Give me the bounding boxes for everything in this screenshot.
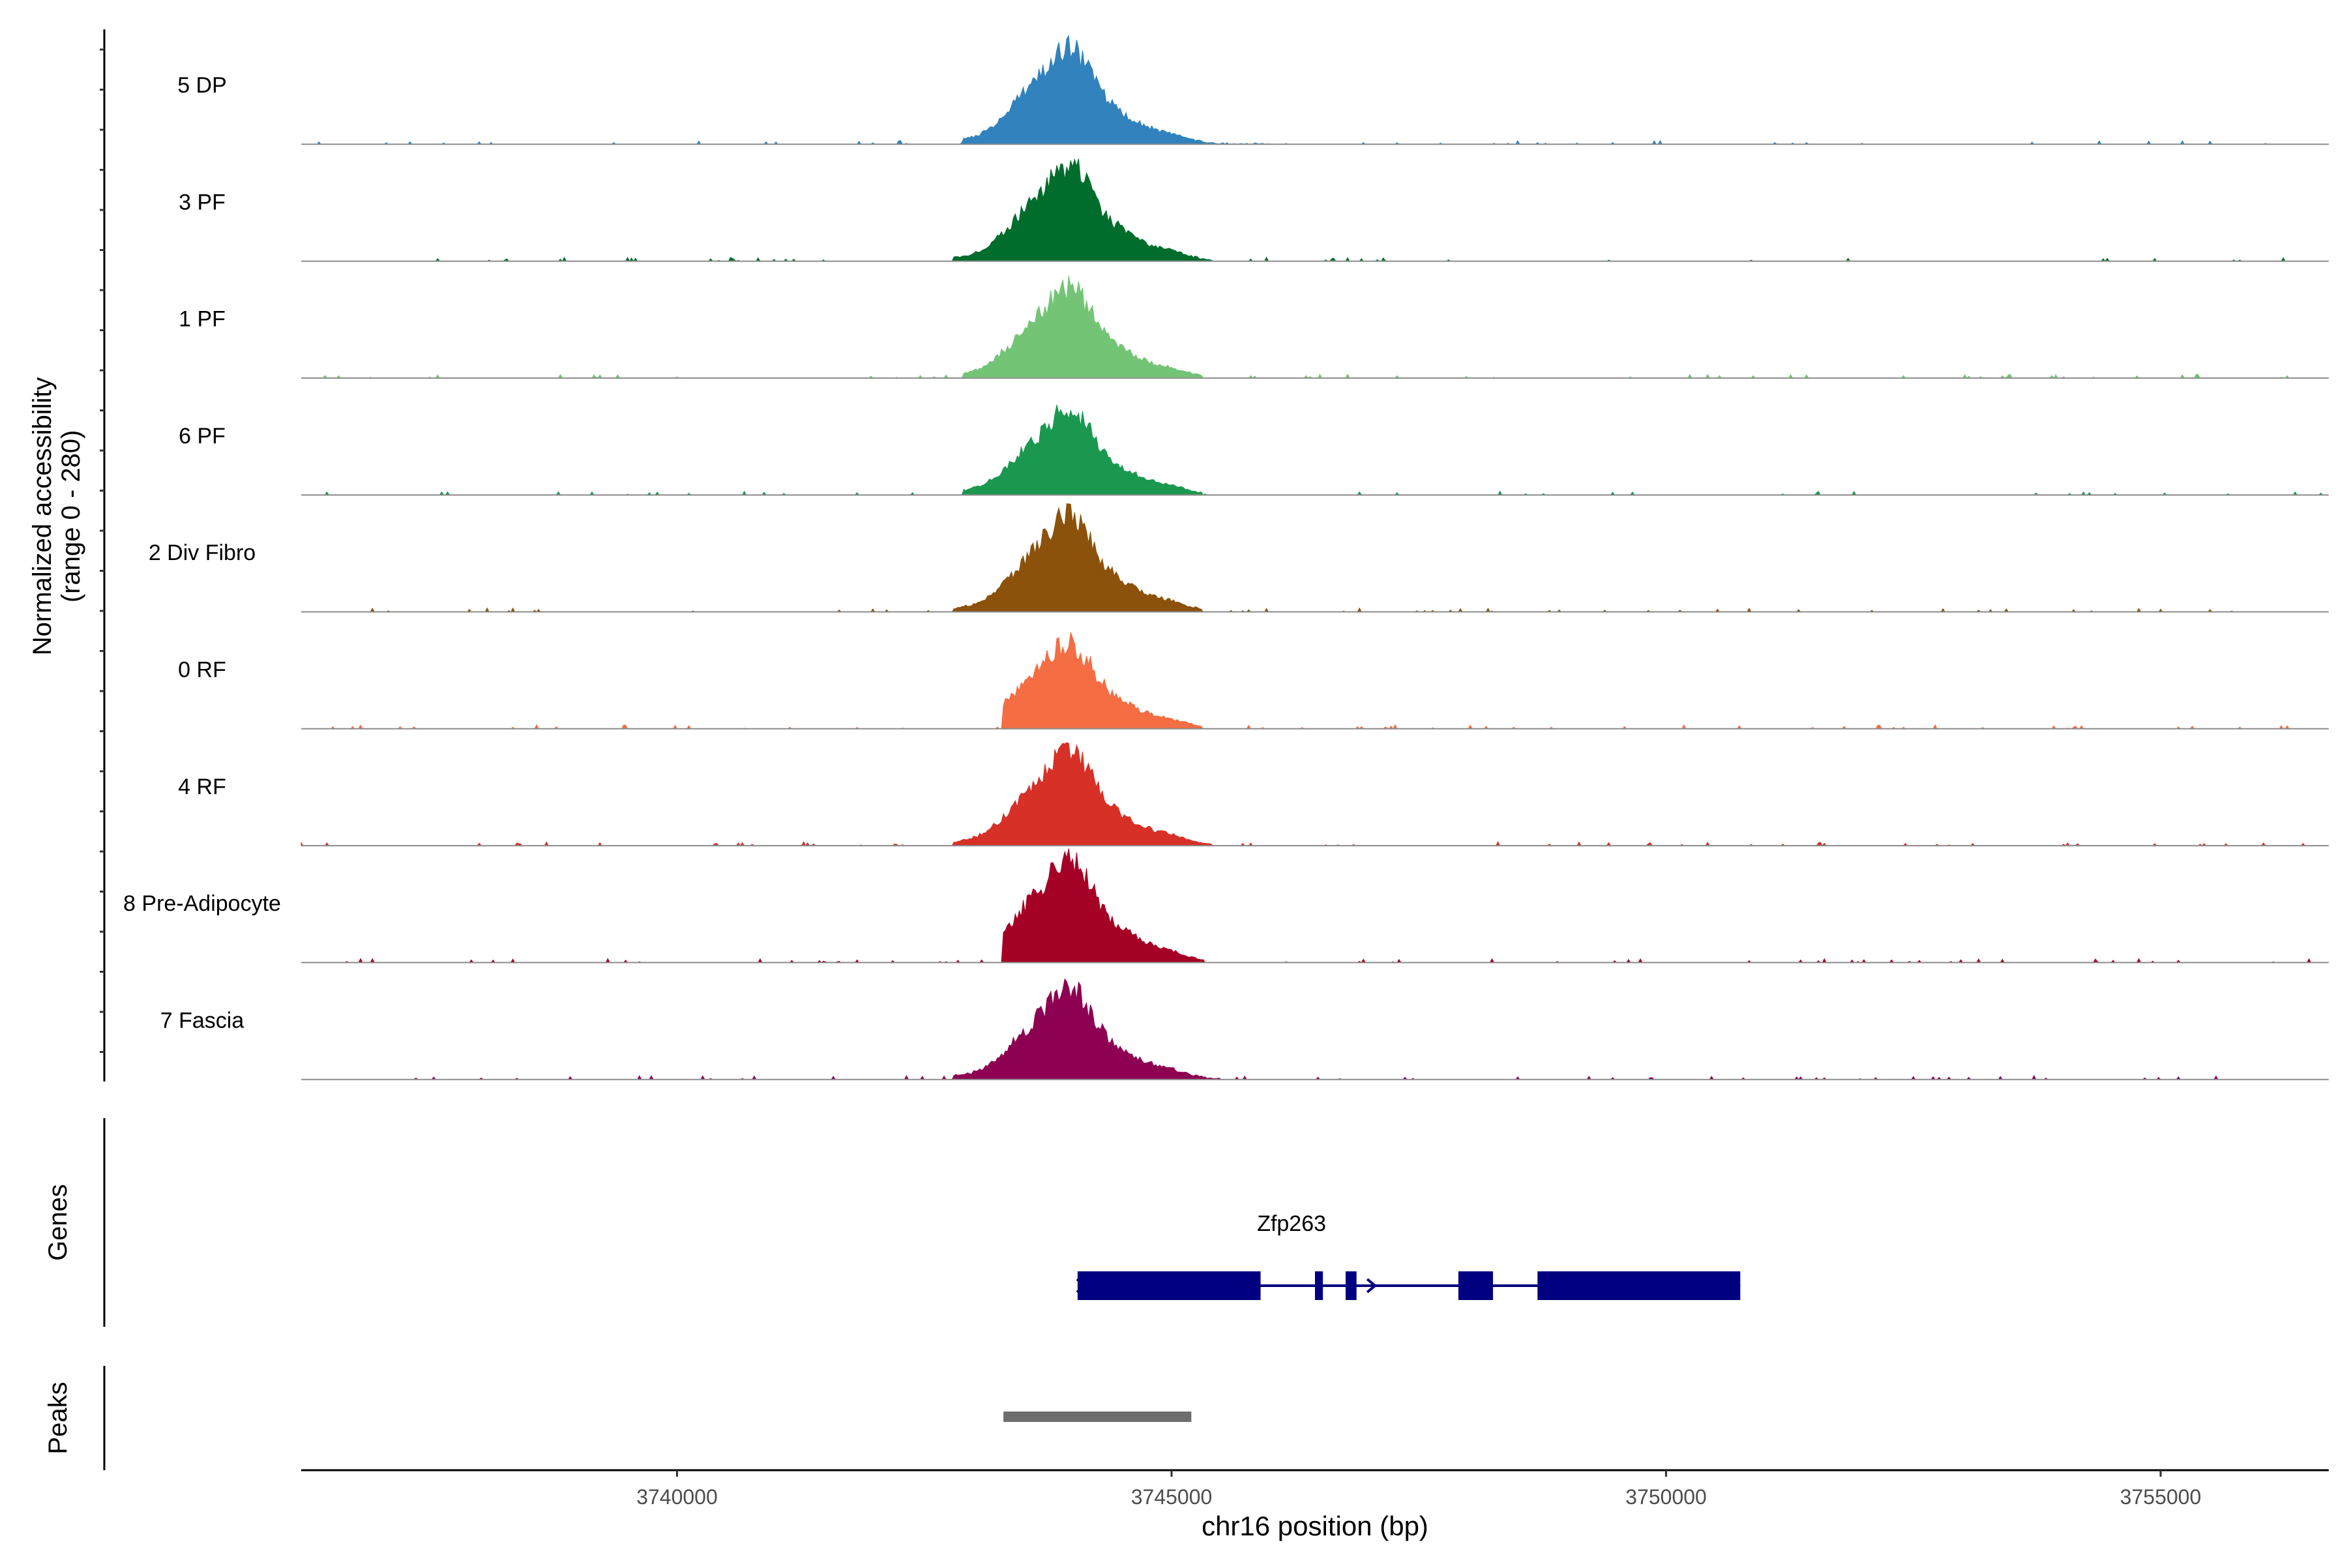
strand-arrow <box>1247 1278 1258 1294</box>
track-2-div-fibro: 2 Div Fibro <box>149 503 2329 613</box>
coverage-area <box>301 35 2329 145</box>
track-4-rf: 4 RF <box>178 742 2329 847</box>
peaks-track-label: Peaks <box>44 1382 72 1454</box>
track-3-pf: 3 PF <box>179 158 2329 262</box>
peaks-track <box>103 1366 1192 1470</box>
track-label: 8 Pre-Adipocyte <box>123 891 281 916</box>
track-8-pre-adipocyte: 8 Pre-Adipocyte <box>123 848 2329 964</box>
track-label: 2 Div Fibro <box>149 540 256 565</box>
track-5-dp: 5 DP <box>177 35 2329 145</box>
x-axis: 3740000 3745000 3750000 3755000 <box>301 1469 2329 1509</box>
x-tick-label: 3755000 <box>2120 1485 2202 1509</box>
x-tick-label: 3740000 <box>636 1485 718 1509</box>
coverage-area <box>301 742 2329 847</box>
gene-exon <box>1315 1271 1323 1300</box>
coverage-area <box>301 848 2329 964</box>
strand-arrow <box>1076 1278 1087 1294</box>
gene-exon <box>1346 1271 1357 1300</box>
track-label: 1 PF <box>179 307 226 332</box>
y-axis-label-line2: (range 0 - 280) <box>57 430 85 603</box>
coverage-area <box>301 978 2329 1080</box>
x-axis-label: chr16 position (bp) <box>1202 1511 1428 1541</box>
gene-zfp263: Zfp263 <box>1076 1211 1741 1300</box>
peak-region <box>1003 1412 1192 1422</box>
genes-track-label: Genes <box>44 1184 72 1261</box>
track-label: 4 RF <box>178 775 226 799</box>
track-6-pf: 6 PF <box>179 404 2329 496</box>
track-label: 3 PF <box>179 190 226 214</box>
accessibility-y-axis <box>100 29 106 1082</box>
gene-exon <box>1458 1271 1494 1300</box>
gene-exon <box>1077 1271 1261 1300</box>
track-label: 0 RF <box>178 658 226 683</box>
coverage-tracks: 5 DP 3 PF 1 PF 6 PF 2 Div Fibro 0 RF 4 RF 8 Pre… <box>123 35 2329 1080</box>
coverage-area <box>301 158 2329 262</box>
gene-exon <box>1537 1271 1741 1300</box>
track-label: 6 PF <box>179 424 226 449</box>
strand-arrow <box>1366 1278 1378 1294</box>
track-label: 5 DP <box>177 73 227 98</box>
x-tick-label: 3750000 <box>1625 1485 1707 1509</box>
track-0-rf: 0 RF <box>178 632 2329 730</box>
coverage-area <box>301 275 2329 379</box>
track-1-pf: 1 PF <box>179 275 2329 379</box>
track-7-fascia: 7 Fascia <box>160 978 2329 1080</box>
gene-name: Zfp263 <box>1257 1211 1326 1236</box>
coverage-area <box>301 404 2329 496</box>
x-tick-label: 3745000 <box>1131 1485 1213 1509</box>
coverage-area <box>301 632 2329 730</box>
genes-track: Zfp263 <box>103 1118 1741 1327</box>
track-label: 7 Fascia <box>160 1008 244 1033</box>
coverage-area <box>301 503 2329 613</box>
y-axis-label-line1: Normalized accessibility <box>28 377 57 655</box>
